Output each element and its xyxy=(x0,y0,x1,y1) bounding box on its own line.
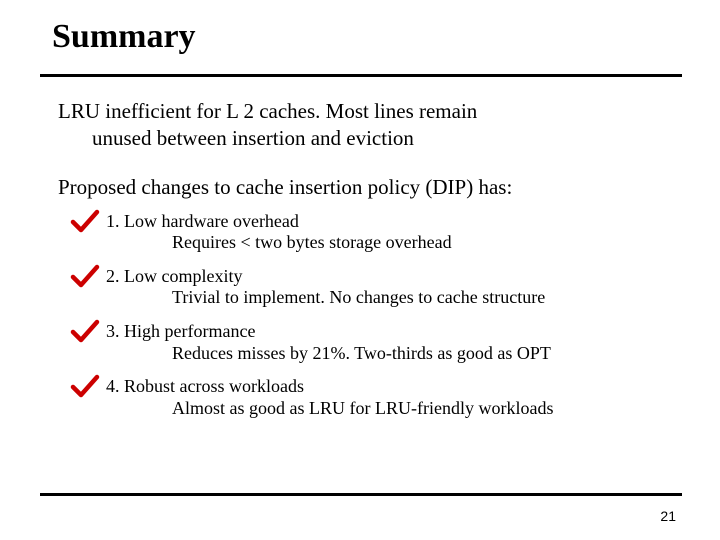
page-number: 21 xyxy=(660,508,676,524)
list-item: 4. Robust across workloads Almost as goo… xyxy=(78,376,680,419)
list-item: 1. Low hardware overhead Requires < two … xyxy=(78,211,680,254)
paragraph-1: LRU inefficient for L 2 caches. Most lin… xyxy=(58,98,680,152)
paragraph-1-line-1: LRU inefficient for L 2 caches. Most lin… xyxy=(58,99,477,123)
item-heading: 4. Robust across workloads xyxy=(106,376,680,398)
item-heading: 1. Low hardware overhead xyxy=(106,211,680,233)
item-heading: 2. Low complexity xyxy=(106,266,680,288)
item-heading: 3. High performance xyxy=(106,321,680,343)
item-subtext: Requires < two bytes storage overhead xyxy=(106,232,680,254)
paragraph-2: Proposed changes to cache insertion poli… xyxy=(58,174,680,201)
checkmark-icon xyxy=(70,374,100,400)
item-subtext: Almost as good as LRU for LRU-friendly w… xyxy=(106,398,680,420)
checkmark-icon xyxy=(70,319,100,345)
item-subtext: Reduces misses by 21%. Two-thirds as goo… xyxy=(106,343,680,365)
slide: Summary LRU inefficient for L 2 caches. … xyxy=(0,0,720,540)
item-list: 1. Low hardware overhead Requires < two … xyxy=(78,211,680,420)
list-item: 2. Low complexity Trivial to implement. … xyxy=(78,266,680,309)
slide-body: LRU inefficient for L 2 caches. Most lin… xyxy=(58,98,680,431)
slide-title: Summary xyxy=(52,18,680,56)
paragraph-1-line-2: unused between insertion and eviction xyxy=(58,125,680,152)
checkmark-icon xyxy=(70,264,100,290)
divider-top xyxy=(40,74,682,77)
divider-bottom xyxy=(40,493,682,496)
checkmark-icon xyxy=(70,209,100,235)
item-subtext: Trivial to implement. No changes to cach… xyxy=(106,287,680,309)
list-item: 3. High performance Reduces misses by 21… xyxy=(78,321,680,364)
